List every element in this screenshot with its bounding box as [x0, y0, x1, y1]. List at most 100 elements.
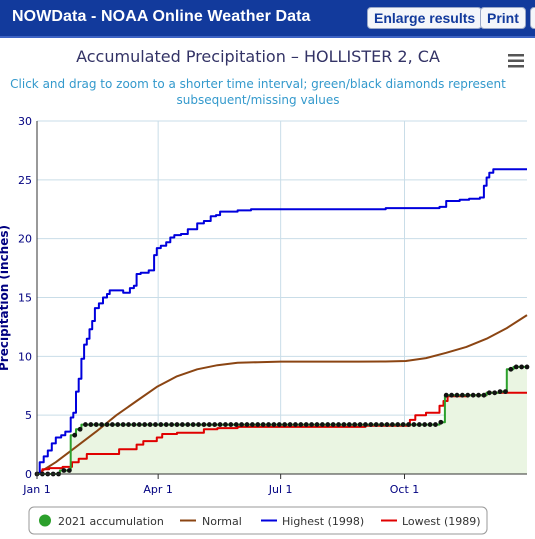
series-2021-marker	[411, 422, 417, 427]
series-2021-marker	[303, 422, 309, 427]
series-2021-marker	[153, 422, 158, 427]
series-2021-marker	[503, 389, 508, 395]
legend: 2021 accumulation Normal Highest (1998) …	[28, 506, 488, 535]
chart-subtitle-line-2: subsequent/missing values	[177, 93, 340, 107]
series-2021-marker	[519, 364, 525, 370]
y-axis-label: Precipitation (inches)	[0, 225, 11, 371]
series-2021-marker	[276, 422, 282, 427]
series-2021-marker	[163, 422, 169, 427]
series-lowest-line[interactable]	[37, 391, 527, 475]
series-2021-marker	[126, 422, 131, 427]
series-2021-marker	[185, 422, 191, 427]
legend-label-highest: Highest (1998)	[282, 515, 364, 528]
series-2021-marker	[212, 422, 218, 427]
series-2021-marker	[508, 366, 514, 372]
series-2021-marker	[249, 422, 255, 427]
series-2021-marker	[196, 422, 201, 427]
series-2021-marker	[443, 392, 449, 398]
series-2021-marker	[131, 422, 137, 427]
series-2021-marker	[142, 422, 148, 427]
y-tick-label-10: 10	[18, 350, 32, 363]
series-2021-marker	[346, 422, 352, 427]
series-2021-marker	[395, 422, 401, 427]
y-tick-label-20: 20	[18, 233, 32, 246]
series-2021-marker	[282, 422, 288, 427]
series-2021-marker	[325, 422, 331, 427]
series-2021-marker	[217, 422, 223, 427]
series-2021-marker	[497, 389, 503, 395]
series-2021-marker	[416, 422, 422, 427]
series-2021-marker	[513, 364, 519, 370]
series-2021-marker	[363, 422, 368, 427]
series-2021-marker	[174, 422, 180, 427]
series-2021-marker	[309, 422, 315, 427]
series-2021-marker	[104, 422, 110, 427]
series-2021-marker	[373, 422, 379, 427]
series-2021-marker	[190, 422, 196, 427]
series-2021-marker	[379, 422, 385, 427]
series-2021-marker	[476, 392, 481, 398]
print-button[interactable]: Print	[480, 7, 526, 29]
series-2021-marker	[61, 468, 67, 473]
series-2021-marker	[438, 419, 444, 425]
series-2021-area	[37, 366, 527, 474]
series-2021-marker	[271, 422, 277, 427]
series-2021-marker	[244, 422, 250, 427]
chart-subtitle-line-1: Click and drag to zoom to a shorter time…	[10, 77, 506, 91]
series-2021-marker	[66, 468, 72, 473]
series-2021-marker	[341, 422, 347, 427]
legend-label-lowest: Lowest (1989)	[402, 515, 481, 528]
series-2021-marker	[239, 422, 245, 427]
series-2021-marker	[233, 422, 239, 427]
series-2021-marker	[336, 422, 341, 427]
legend-item-2021[interactable]: 2021 accumulation	[39, 514, 164, 529]
series-2021-marker	[83, 422, 88, 427]
series-2021-marker	[298, 422, 304, 427]
series-2021-marker	[99, 422, 105, 427]
series-2021-marker	[492, 390, 498, 396]
enlarge-results-button[interactable]: Enlarge results	[367, 7, 483, 29]
series-2021-marker	[293, 422, 298, 427]
series-2021-marker	[389, 422, 395, 427]
series-2021-marker	[120, 422, 126, 427]
legend-item-lowest[interactable]: Lowest (1989)	[381, 515, 481, 528]
chart-menu-icon[interactable]	[506, 52, 526, 70]
series-2021-marker	[169, 422, 175, 427]
series-highest-line[interactable]	[37, 168, 527, 475]
x-tick-label-274: Oct 1	[390, 483, 420, 496]
series-2021-marker	[287, 422, 293, 427]
y-tick-label-15: 15	[18, 292, 32, 305]
precipitation-chart[interactable]: Accumulated Precipitation – HOLLISTER 2,…	[0, 38, 535, 539]
legend-item-normal[interactable]: Normal	[180, 515, 242, 528]
series-2021-marker	[422, 422, 428, 427]
series-2021-marker	[72, 432, 78, 438]
series-normal-line[interactable]	[36, 314, 528, 475]
series-2021-marker	[147, 422, 153, 427]
y-tick-label-30: 30	[18, 115, 32, 128]
x-tick-label-91: Apr 1	[143, 483, 173, 496]
series-2021-marker	[115, 422, 121, 427]
series-2021-marker	[481, 392, 487, 398]
series-2021-marker	[319, 422, 325, 427]
x-tick-label-182: Jul 1	[268, 483, 293, 496]
series-2021-marker	[93, 422, 99, 427]
series-2021-marker	[158, 422, 164, 427]
series-2021-marker	[433, 422, 438, 427]
series-2021-marker	[201, 422, 207, 427]
series-2021-marker	[206, 422, 212, 427]
series-2021-marker	[352, 422, 358, 427]
series-2021-marker	[228, 422, 234, 427]
legend-label-normal: Normal	[202, 515, 242, 528]
series-2021-marker	[470, 392, 476, 398]
x-tick-label-1: Jan 1	[22, 483, 50, 496]
series-2021-marker	[449, 392, 455, 398]
app-header: NOWData - NOAA Online Weather Data Enlar…	[0, 0, 535, 38]
series-2021-marker	[459, 392, 465, 398]
series-2021-marker	[266, 422, 271, 427]
series-2021-marker	[357, 422, 363, 427]
partial-offscreen-button[interactable]	[530, 7, 535, 29]
legend-item-highest[interactable]: Highest (1998)	[261, 515, 364, 528]
series-2021-marker	[88, 422, 94, 427]
series-2021-marker	[486, 390, 492, 396]
series-2021-marker	[406, 422, 411, 427]
